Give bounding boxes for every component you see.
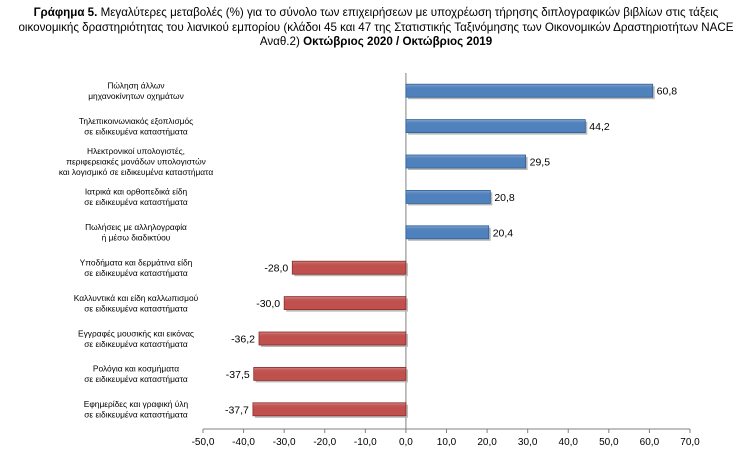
bar-negative[interactable] bbox=[283, 296, 407, 311]
data-label: -28,0 bbox=[264, 263, 288, 275]
bar-positive[interactable] bbox=[405, 119, 586, 133]
bar-positive[interactable] bbox=[405, 154, 527, 169]
data-label: -37,7 bbox=[225, 404, 249, 416]
x-tick-label: -30,0 bbox=[273, 437, 296, 448]
x-tick-label: -20,0 bbox=[313, 437, 336, 448]
x-tick-label: 30,0 bbox=[518, 437, 538, 448]
data-label: 20,8 bbox=[494, 192, 515, 204]
chart-title-label: Γράφημα 5. bbox=[33, 6, 98, 19]
category-label: Ιατρικά και ορθοπεδικά είδη σε ειδικευμέν… bbox=[84, 187, 188, 208]
data-label: -36,2 bbox=[231, 334, 255, 346]
bar-negative[interactable] bbox=[253, 366, 407, 381]
bar-positive[interactable] bbox=[405, 189, 491, 204]
bar-negative[interactable] bbox=[291, 260, 407, 275]
chart-title-text: Μεγαλύτερες μεταβολές (%) για το σύνολο … bbox=[18, 6, 734, 48]
bar-positive[interactable] bbox=[405, 225, 490, 240]
chart-title: Γράφημα 5. Μεγαλύτερες μεταβολές (%) για… bbox=[8, 6, 744, 50]
category-label: Εφημερίδες και γραφική ύλη σε ειδικευμένα… bbox=[84, 399, 189, 420]
data-label: -37,5 bbox=[226, 369, 250, 381]
x-tick-label: -10,0 bbox=[354, 437, 377, 448]
category-label: Τηλεπικοινωνιακός εξοπλισμός σε ειδικευμέ… bbox=[79, 116, 193, 137]
x-tick-label: -40,0 bbox=[232, 437, 255, 448]
x-tick-label: 40,0 bbox=[559, 437, 579, 448]
bar-negative[interactable] bbox=[252, 402, 407, 417]
category-label: Εγγραφές μουσικής και εικόνας σε ειδικευμ… bbox=[78, 328, 194, 349]
x-tick-label: 20,0 bbox=[477, 437, 497, 448]
data-label: -30,0 bbox=[256, 298, 280, 310]
category-label: Ρολόγια και κοσμήματα σε ειδικευμένα κατα… bbox=[84, 364, 188, 385]
category-label: Καλλυντικά και είδη καλλωπισμού σε ειδικε… bbox=[74, 293, 199, 314]
x-tick-label: 70,0 bbox=[680, 437, 700, 448]
bar-positive[interactable] bbox=[405, 83, 654, 98]
category-label: Υποδήματα και δερμάτινα είδη σε ειδικευμέ… bbox=[80, 257, 193, 278]
x-tick-label: 50,0 bbox=[599, 437, 619, 448]
category-label: Πώληση άλλων μηχανοκίνητων οχημάτων bbox=[88, 80, 184, 101]
category-label: Ηλεκτρονικοί υπολογιστές, περιφερειακές μ… bbox=[59, 146, 214, 177]
x-tick-label: 60,0 bbox=[640, 437, 660, 448]
x-tick-label: 10,0 bbox=[437, 437, 457, 448]
category-label: Πωλήσεις με αλληλογραφία ή μέσω διαδικτύο… bbox=[85, 222, 187, 243]
x-tick-label: -50,0 bbox=[192, 437, 215, 448]
bar-negative[interactable] bbox=[258, 331, 407, 346]
data-label: 44,2 bbox=[589, 121, 610, 133]
chart-title-period: Οκτώβριος 2020 / Οκτώβριος 2019 bbox=[303, 35, 493, 48]
data-label: 29,5 bbox=[530, 157, 551, 169]
data-label: 60,8 bbox=[657, 86, 678, 98]
x-tick-label: 0,0 bbox=[399, 437, 413, 448]
data-label: 20,4 bbox=[493, 227, 514, 239]
